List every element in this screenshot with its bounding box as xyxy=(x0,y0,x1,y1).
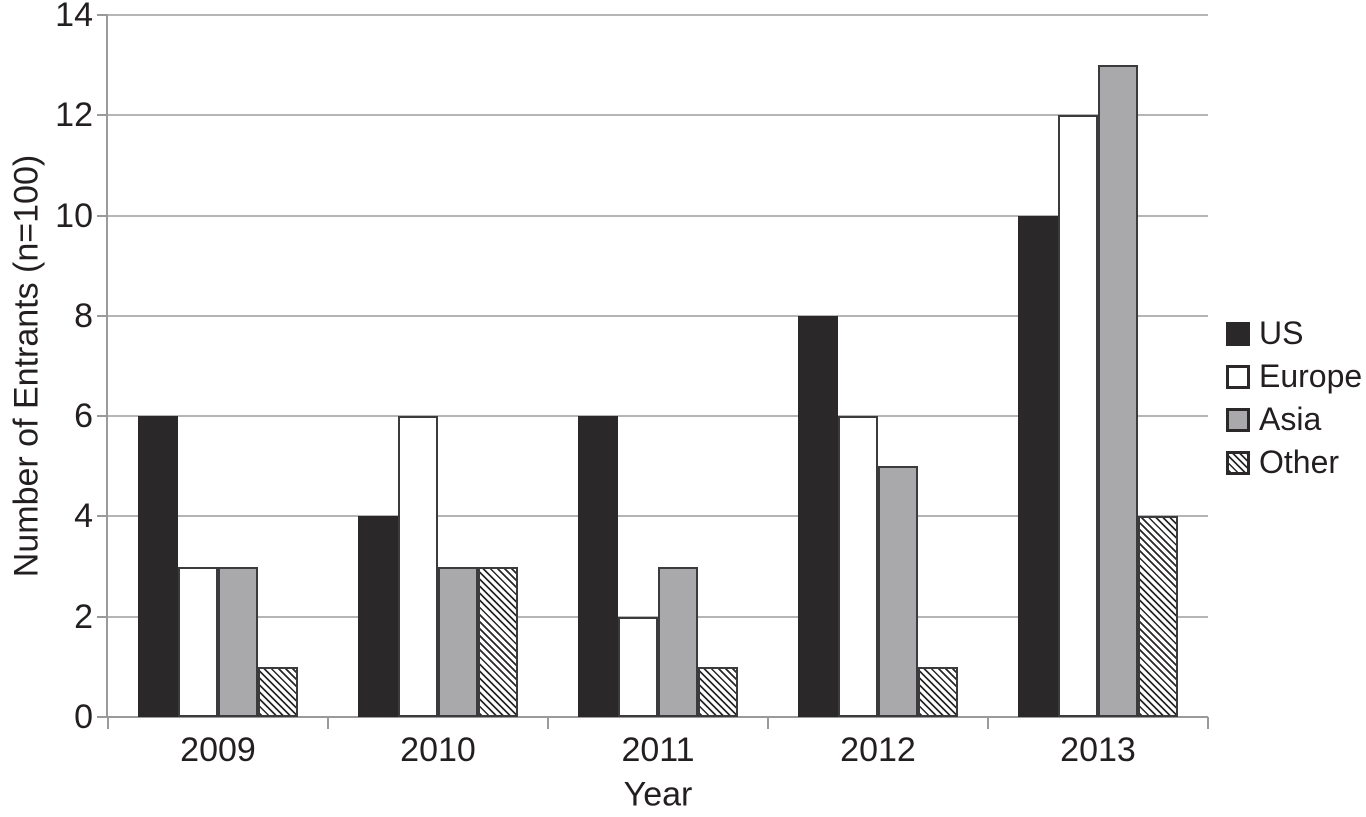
y-axis-tick xyxy=(97,415,108,418)
x-axis-tick xyxy=(327,717,329,729)
bar-europe-2011 xyxy=(618,616,658,717)
bar-other-2011 xyxy=(698,666,738,717)
bar-us-2012 xyxy=(798,315,838,717)
y-axis-title: Number of Entrants (n=100) xyxy=(7,154,46,578)
y-tick-label: 6 xyxy=(74,397,93,436)
legend: US Europe Asia Other xyxy=(1226,312,1362,484)
gridline xyxy=(108,515,1208,518)
bar-europe-2009 xyxy=(178,566,218,717)
bar-europe-2010 xyxy=(398,416,438,717)
bar-europe-2013 xyxy=(1058,115,1098,717)
y-axis-tick xyxy=(97,114,108,117)
gridline xyxy=(108,114,1208,117)
bar-us-2011 xyxy=(578,416,618,717)
x-tick-label: 2009 xyxy=(180,731,256,769)
x-axis-tick xyxy=(987,717,989,729)
y-axis-line xyxy=(106,15,108,717)
y-tick-label: 4 xyxy=(74,497,93,536)
bar-other-2012 xyxy=(918,666,958,717)
x-axis-line xyxy=(106,716,1208,718)
legend-label: Other xyxy=(1259,444,1340,480)
gridline xyxy=(108,214,1208,217)
bar-us-2009 xyxy=(138,416,178,717)
y-axis-tick xyxy=(97,214,108,217)
bar-other-2010 xyxy=(478,566,518,717)
y-axis-tick xyxy=(97,314,108,317)
y-axis-tick xyxy=(97,615,108,618)
x-tick-label: 2011 xyxy=(621,731,695,769)
y-tick-label: 10 xyxy=(55,196,93,235)
y-tick-label: 2 xyxy=(74,597,93,636)
bar-europe-2012 xyxy=(838,416,878,717)
x-axis-tick xyxy=(107,717,109,729)
y-axis-tick xyxy=(97,14,108,16)
x-axis-tick xyxy=(767,717,769,729)
bar-us-2010 xyxy=(358,516,398,717)
legend-item-us: US xyxy=(1226,312,1362,355)
legend-item-europe: Europe xyxy=(1226,355,1362,398)
legend-swatch-other xyxy=(1226,450,1250,475)
legend-swatch-us xyxy=(1226,321,1250,346)
y-axis-tick xyxy=(97,515,108,518)
legend-swatch-asia xyxy=(1226,407,1250,432)
y-tick-label: 0 xyxy=(74,698,93,736)
bar-asia-2013 xyxy=(1098,65,1138,717)
y-axis-tick xyxy=(97,716,108,718)
y-tick-label: 14 xyxy=(55,0,93,34)
y-tick-label: 8 xyxy=(74,296,93,335)
legend-item-other: Other xyxy=(1226,441,1362,484)
gridline xyxy=(108,415,1208,418)
x-tick-label: 2013 xyxy=(1060,731,1136,769)
bar-asia-2011 xyxy=(658,566,698,717)
bar-asia-2009 xyxy=(218,566,258,717)
bar-us-2013 xyxy=(1018,215,1058,717)
y-tick-label: 12 xyxy=(55,96,93,135)
bar-other-2013 xyxy=(1138,516,1178,717)
legend-label: US xyxy=(1259,315,1304,351)
gridline xyxy=(108,314,1208,317)
x-tick-label: 2012 xyxy=(840,731,916,769)
x-tick-label: 2010 xyxy=(400,731,476,769)
legend-item-asia: Asia xyxy=(1226,398,1362,441)
bar-asia-2010 xyxy=(438,566,478,717)
legend-swatch-europe xyxy=(1226,364,1250,389)
x-axis-tick xyxy=(1207,717,1209,729)
bar-asia-2012 xyxy=(878,466,918,717)
legend-label: Europe xyxy=(1259,358,1363,394)
x-axis-tick xyxy=(547,717,549,729)
bar-other-2009 xyxy=(258,666,298,717)
x-axis-title: Year xyxy=(623,775,693,814)
legend-label: Asia xyxy=(1259,401,1322,437)
gridline xyxy=(108,14,1208,16)
